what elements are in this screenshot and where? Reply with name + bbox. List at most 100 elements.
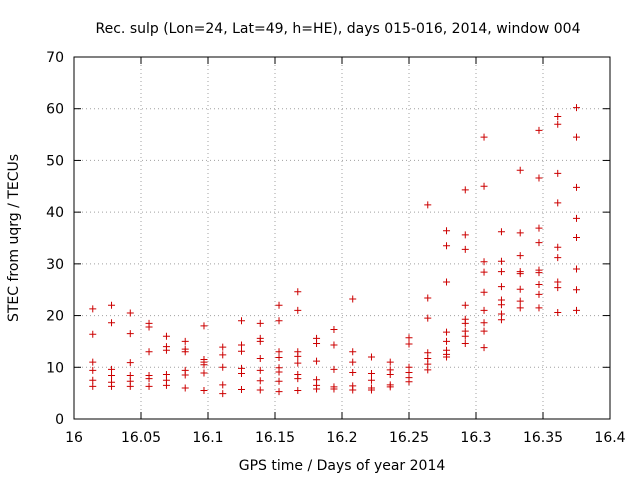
data-point: [497, 316, 505, 324]
data-point: [573, 306, 580, 314]
data-point: [256, 366, 264, 374]
data-point: [424, 366, 432, 374]
data-point: [480, 288, 488, 296]
data-point: [181, 371, 189, 379]
data-point: [386, 371, 394, 379]
data-point: [313, 339, 321, 347]
data-point: [443, 337, 451, 345]
data-point: [367, 369, 375, 377]
data-point: [219, 351, 227, 359]
data-point: [89, 366, 97, 374]
data-point: [219, 363, 227, 371]
data-point: [275, 353, 283, 361]
data-point: [516, 270, 524, 278]
data-point: [275, 377, 283, 385]
data-point: [126, 330, 134, 338]
data-point: [181, 337, 189, 345]
data-point: [461, 301, 469, 309]
x-axis-label: GPS time / Days of year 2014: [239, 458, 446, 474]
data-point: [126, 382, 134, 390]
data-point: [145, 348, 153, 356]
x-tick-label: 16.35: [523, 430, 563, 446]
data-point: [349, 358, 357, 366]
data-point: [219, 381, 227, 389]
data-point: [497, 228, 505, 236]
data-point: [200, 322, 208, 330]
data-point: [573, 104, 580, 112]
plot-frame: [73, 56, 611, 420]
data-point: [461, 319, 469, 327]
data-point: [480, 344, 488, 352]
data-point: [405, 378, 413, 386]
data-point: [516, 166, 524, 174]
data-point: [89, 382, 97, 390]
data-point: [535, 281, 543, 289]
data-point: [535, 126, 543, 134]
data-point: [181, 384, 189, 392]
data-point: [497, 268, 505, 276]
data-point: [108, 382, 116, 390]
data-point: [219, 343, 227, 351]
data-point: [461, 332, 469, 340]
data-point: [554, 199, 562, 207]
data-point: [443, 227, 451, 235]
data-point: [238, 341, 245, 349]
y-tick-label: 10: [46, 360, 64, 376]
x-tick-label: 16.4: [594, 430, 625, 446]
data-point: [200, 369, 208, 377]
data-point: [497, 283, 505, 291]
data-point: [349, 295, 357, 303]
data-point: [516, 304, 524, 312]
data-point: [89, 330, 97, 338]
data-point: [480, 258, 488, 266]
data-point: [573, 265, 580, 273]
data-point: [238, 347, 245, 355]
data-point: [424, 314, 432, 322]
data-point: [480, 319, 488, 327]
data-point: [535, 224, 543, 232]
x-tick-label: 16.05: [121, 430, 161, 446]
data-point: [126, 309, 134, 317]
data-point: [535, 290, 543, 298]
data-point: [461, 231, 469, 239]
data-point: [108, 365, 116, 373]
data-point: [554, 169, 562, 177]
data-point: [256, 319, 264, 327]
data-point: [294, 387, 302, 395]
data-point: [480, 268, 488, 276]
data-point: [349, 348, 357, 356]
x-tick-label: 16.3: [460, 430, 491, 446]
data-point: [256, 386, 264, 394]
data-point: [461, 186, 469, 194]
data-point: [200, 387, 208, 395]
data-point: [554, 254, 562, 262]
grid-lines: [74, 57, 610, 419]
chart-title: Rec. sulp (Lon=24, Lat=49, h=HE), days 0…: [96, 21, 581, 37]
data-point: [275, 388, 283, 396]
data-point: [145, 375, 153, 383]
data-point: [535, 174, 543, 182]
data-point: [573, 233, 580, 241]
data-point: [573, 133, 580, 141]
data-point: [181, 348, 189, 356]
data-point: [405, 340, 413, 348]
data-point: [256, 337, 264, 345]
data-point: [294, 352, 302, 360]
data-point: [480, 133, 488, 141]
x-tick-label: 16.1: [192, 430, 223, 446]
data-point: [349, 386, 357, 394]
data-point: [238, 369, 245, 377]
data-point: [573, 214, 580, 222]
data-point: [480, 327, 488, 335]
data-point: [497, 257, 505, 265]
data-point: [126, 359, 134, 367]
y-tick-label: 0: [55, 412, 64, 428]
data-point: [108, 319, 116, 327]
data-point: [424, 201, 432, 209]
data-point: [367, 376, 375, 384]
data-point: [535, 269, 543, 277]
data-point: [145, 323, 153, 331]
data-point: [219, 390, 227, 398]
y-tick-label: 20: [46, 309, 64, 325]
